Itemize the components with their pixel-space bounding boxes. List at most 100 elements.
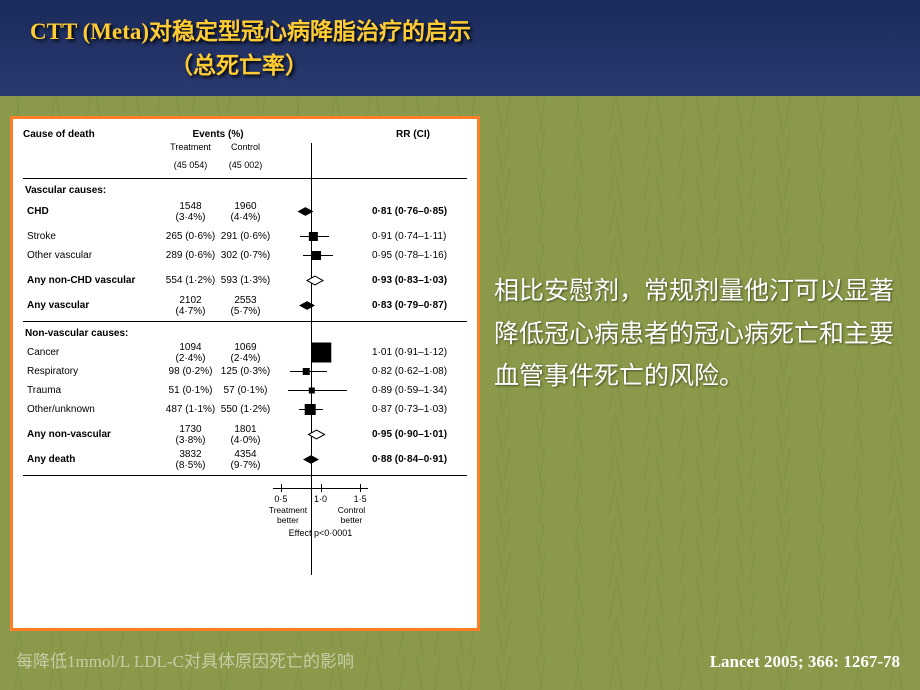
row-plot	[273, 450, 368, 469]
row-rr: 0·81 (0·76–0·85)	[368, 206, 463, 217]
n-treatment: (45 054)	[163, 160, 218, 170]
n-control: (45 002)	[218, 160, 273, 170]
row-label: Other/unknown	[23, 404, 163, 415]
forest-marker-svg	[273, 343, 368, 362]
divider	[23, 475, 467, 476]
forest-row: Other/unknown487 (1·1%)550 (1·2%) 0·87 (0…	[23, 400, 467, 419]
header-plot-spacer	[273, 129, 368, 140]
row-rr: 0·87 (0·73–1·03)	[368, 404, 463, 415]
forest-marker-svg	[273, 271, 368, 290]
forest-row: Respiratory98 (0·2%)125 (0·3%) 0·82 (0·62…	[23, 362, 467, 381]
row-label: Trauma	[23, 385, 163, 396]
axis-tick	[360, 484, 361, 492]
forest-plot-subheader: Treatment Control	[23, 142, 467, 152]
row-control: 593 (1·3%)	[218, 275, 273, 286]
row-control: 1960 (4·4%)	[218, 201, 273, 223]
forest-marker-svg	[273, 202, 368, 221]
content-area: Cause of death Events (%) RR (CI) Treatm…	[0, 96, 920, 690]
axis-control-better: Controlbetter	[327, 506, 377, 526]
row-treatment: 2102 (4·7%)	[163, 295, 218, 317]
row-label: Other vascular	[23, 250, 163, 261]
section-label: Non-vascular causes:	[23, 328, 467, 339]
row-label: Respiratory	[23, 366, 163, 377]
header-events: Events (%)	[163, 129, 273, 140]
row-treatment: 554 (1·2%)	[163, 275, 218, 286]
forest-marker-svg	[273, 227, 368, 246]
axis-tick-label: 1·5	[354, 494, 367, 504]
axis-tick-label: 1·0	[314, 494, 327, 504]
row-plot	[273, 202, 368, 221]
header-cause: Cause of death	[23, 129, 163, 140]
footer-left: 每降低1mmol/L LDL-C对具体原因死亡的影响	[16, 647, 354, 672]
row-treatment: 289 (0·6%)	[163, 250, 218, 261]
row-label: Any non-vascular	[23, 429, 163, 440]
axis-tick-label: 0·5	[274, 494, 287, 504]
forest-row: CHD1548 (3·4%)1960 (4·4%) 0·81 (0·76–0·85…	[23, 202, 467, 221]
row-plot	[273, 227, 368, 246]
row-control: 291 (0·6%)	[218, 231, 273, 242]
forest-plot: Cause of death Events (%) RR (CI) Treatm…	[10, 116, 480, 631]
row-control: 1069 (2·4%)	[218, 342, 273, 364]
row-control: 4354 (9·7%)	[218, 449, 273, 471]
forest-rows: Vascular causes: CHD1548 (3·4%)1960 (4·4%…	[23, 185, 467, 476]
row-label: Any non-CHD vascular	[23, 275, 163, 286]
header-rr: RR (CI)	[368, 129, 458, 140]
row-treatment: 1730 (3·8%)	[163, 424, 218, 446]
forest-plot-n: (45 054) (45 002)	[23, 160, 467, 170]
row-control: 125 (0·3%)	[218, 366, 273, 377]
row-plot	[273, 246, 368, 265]
row-plot	[273, 381, 368, 400]
row-rr: 0·88 (0·84–0·91)	[368, 454, 463, 465]
forest-row: Any non-CHD vascular554 (1·2%)593 (1·3%)…	[23, 271, 467, 290]
title-line1: CTT (Meta)对稳定型冠心病降脂治疗的启示	[30, 12, 890, 46]
forest-row: Any vascular2102 (4·7%)2553 (5·7%) 0·83 (…	[23, 296, 467, 315]
effect-text: Effect p<0·0001	[273, 528, 368, 538]
forest-marker-svg	[273, 381, 368, 400]
row-treatment: 98 (0·2%)	[163, 366, 218, 377]
divider	[23, 321, 467, 322]
row-label: CHD	[23, 206, 163, 217]
forest-marker-svg	[273, 400, 368, 419]
axis-treatment-better: Treatmentbetter	[263, 506, 313, 526]
row-treatment: 1094 (2·4%)	[163, 342, 218, 364]
row-treatment: 51 (0·1%)	[163, 385, 218, 396]
forest-plot-header: Cause of death Events (%) RR (CI)	[23, 129, 467, 140]
forest-marker-svg	[273, 425, 368, 444]
row-control: 2553 (5·7%)	[218, 295, 273, 317]
forest-row: Stroke265 (0·6%)291 (0·6%) 0·91 (0·74–1·1…	[23, 227, 467, 246]
row-rr: 0·82 (0·62–1·08)	[368, 366, 463, 377]
row-rr: 0·95 (0·90–1·01)	[368, 429, 463, 440]
forest-row: Other vascular289 (0·6%)302 (0·7%) 0·95 (…	[23, 246, 467, 265]
row-treatment: 3832 (8·5%)	[163, 449, 218, 471]
divider	[23, 178, 467, 179]
row-rr: 0·91 (0·74–1·11)	[368, 231, 463, 242]
row-label: Any death	[23, 454, 163, 465]
forest-marker-svg	[273, 296, 368, 315]
subheader-treatment: Treatment	[163, 142, 218, 152]
forest-row: Any non-vascular1730 (3·8%)1801 (4·0%) 0·…	[23, 425, 467, 444]
row-plot	[273, 362, 368, 381]
axis-tick	[281, 484, 282, 492]
footer-citation: Lancet 2005; 366: 1267-78	[710, 652, 900, 672]
forest-marker-svg	[273, 450, 368, 469]
row-label: Stroke	[23, 231, 163, 242]
row-treatment: 487 (1·1%)	[163, 404, 218, 415]
row-control: 1801 (4·0%)	[218, 424, 273, 446]
section-label: Vascular causes:	[23, 185, 467, 196]
row-plot	[273, 271, 368, 290]
forest-axis: Effect p<0·0001 0·51·01·5Treatmentbetter…	[273, 480, 368, 538]
forest-row: Cancer1094 (2·4%)1069 (2·4%)1·01 (0·91–1…	[23, 343, 467, 362]
row-rr: 0·95 (0·78–1·16)	[368, 250, 463, 261]
row-rr: 0·83 (0·79–0·87)	[368, 300, 463, 311]
row-plot	[273, 343, 368, 362]
row-control: 302 (0·7%)	[218, 250, 273, 261]
row-control: 550 (1·2%)	[218, 404, 273, 415]
row-plot	[273, 296, 368, 315]
row-label: Any vascular	[23, 300, 163, 311]
forest-row: Any death3832 (8·5%)4354 (9·7%) 0·88 (0·8…	[23, 450, 467, 469]
row-treatment: 265 (0·6%)	[163, 231, 218, 242]
row-rr: 0·93 (0·83–1·03)	[368, 275, 463, 286]
row-treatment: 1548 (3·4%)	[163, 201, 218, 223]
row-plot	[273, 425, 368, 444]
row-plot	[273, 400, 368, 419]
